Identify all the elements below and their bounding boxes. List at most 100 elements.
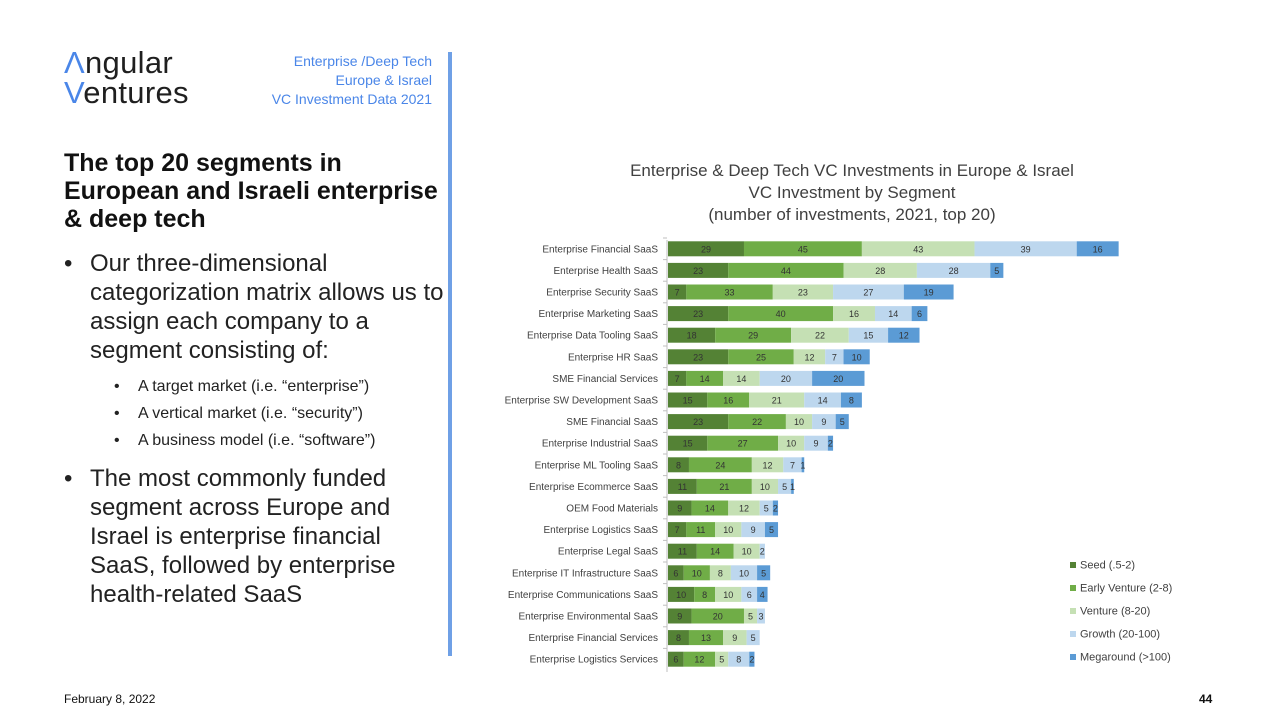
data-label: 44 <box>781 266 791 276</box>
legend-swatch <box>1070 631 1076 637</box>
data-label: 15 <box>683 439 693 449</box>
data-label: 21 <box>719 482 729 492</box>
bar-segment <box>668 435 708 451</box>
data-label: 6 <box>747 590 752 600</box>
bar-segment <box>668 586 695 602</box>
bar-segment <box>793 349 826 365</box>
data-label: 5 <box>764 504 769 514</box>
data-label: 5 <box>994 266 999 276</box>
data-label: 9 <box>821 417 826 427</box>
bar-segment <box>668 522 687 538</box>
bar-segment <box>691 608 744 624</box>
data-label: 45 <box>798 244 808 254</box>
category-label: Enterprise Financial Services <box>529 633 659 644</box>
data-label: 7 <box>675 525 680 535</box>
category-label: Enterprise Environmental SaaS <box>518 612 658 623</box>
bar-segment <box>843 262 917 278</box>
data-label: 6 <box>917 309 922 319</box>
bar-segment <box>778 435 805 451</box>
data-label: 13 <box>701 633 711 643</box>
data-label: 18 <box>687 331 697 341</box>
bar-segment <box>746 630 760 646</box>
data-label: 10 <box>723 590 733 600</box>
data-label: 9 <box>751 525 756 535</box>
data-label: 16 <box>723 396 733 406</box>
bar-segment <box>728 306 834 322</box>
category-label: SME Financial Services <box>552 374 658 385</box>
bar-segment <box>668 306 729 322</box>
bar-segment <box>733 543 760 559</box>
bar-segment <box>668 284 687 300</box>
bar-segment <box>686 370 724 386</box>
category-label: Enterprise IT Infrastructure SaaS <box>512 568 658 579</box>
bar-segment <box>874 306 912 322</box>
category-label: Enterprise Data Tooling SaaS <box>527 331 658 342</box>
data-label: 24 <box>715 460 725 470</box>
bar-segment <box>888 327 920 343</box>
deck-tag-line: Enterprise /Deep Tech <box>293 53 432 69</box>
data-label: 10 <box>794 417 804 427</box>
bar-segment <box>696 543 734 559</box>
category-label: Enterprise Marketing SaaS <box>538 309 658 320</box>
category-label: Enterprise Industrial SaaS <box>542 439 659 450</box>
logo-text-1: ngular <box>85 45 173 80</box>
bar-segment <box>728 349 794 365</box>
bar-segment <box>812 370 865 386</box>
bar-segment <box>757 565 771 581</box>
data-label: 6 <box>673 655 678 665</box>
bar-segment <box>916 262 991 278</box>
data-label: 27 <box>863 288 873 298</box>
bar-segment <box>812 414 836 430</box>
sub-bullet-item: • A vertical market (i.e. “security”) <box>114 400 444 427</box>
data-label: 20 <box>713 612 723 622</box>
legend-swatch <box>1070 562 1076 568</box>
chart-title-line: (number of investments, 2021, top 20) <box>708 205 996 224</box>
bullet-dot: • <box>114 432 120 449</box>
bar-segment <box>728 414 786 430</box>
data-label: 27 <box>738 439 748 449</box>
stacked-bar-chart: Enterprise Financial SaaS 29 45 43 39 16Enter… <box>505 237 1172 672</box>
bullet-item: • The most commonly funded segment acros… <box>64 464 444 609</box>
bar-segment <box>911 306 928 322</box>
data-label: 12 <box>763 460 773 470</box>
data-label: 28 <box>875 266 885 276</box>
data-label: 9 <box>677 504 682 514</box>
bar-segment <box>743 608 758 624</box>
slide-headline: The top 20 segments in European and Isra… <box>64 149 438 233</box>
bar-segment <box>709 565 731 581</box>
sub-bullet-text: A vertical market (i.e. “security”) <box>138 405 363 422</box>
bar-segment <box>668 392 708 408</box>
data-label: 9 <box>732 633 737 643</box>
data-label: 21 <box>772 396 782 406</box>
category-label: Enterprise ML Tooling SaaS <box>535 460 659 471</box>
bar-segment <box>835 414 849 430</box>
bar-segment <box>772 500 779 516</box>
legend-label: Venture (8-20) <box>1080 606 1150 618</box>
bar-segment <box>668 500 692 516</box>
bar-segment <box>772 284 834 300</box>
data-label: 10 <box>742 547 752 557</box>
chart-title: Enterprise & Deep Tech VC Investments in… <box>550 160 1154 226</box>
data-label: 12 <box>739 504 749 514</box>
bar-segment <box>668 565 684 581</box>
data-label: 10 <box>723 525 733 535</box>
data-label: 22 <box>752 417 762 427</box>
bar-segment <box>668 630 689 646</box>
bullet-text: Our three-dimensional categorization mat… <box>90 250 444 364</box>
data-label: 8 <box>676 460 681 470</box>
data-label: 9 <box>677 612 682 622</box>
data-label: 7 <box>675 374 680 384</box>
bar-segment <box>783 457 802 473</box>
category-label: OEM Food Materials <box>566 504 658 515</box>
legend-swatch <box>1070 608 1076 614</box>
legend-label: Growth (20-100) <box>1080 629 1160 641</box>
bar-segment <box>903 284 954 300</box>
bar-segment <box>715 586 742 602</box>
data-label: 19 <box>924 288 934 298</box>
bar-segment <box>683 651 716 667</box>
legend-swatch <box>1070 654 1076 660</box>
data-label: 40 <box>776 309 786 319</box>
data-label: 16 <box>849 309 859 319</box>
data-label: 8 <box>718 568 723 578</box>
data-label: 14 <box>818 396 828 406</box>
